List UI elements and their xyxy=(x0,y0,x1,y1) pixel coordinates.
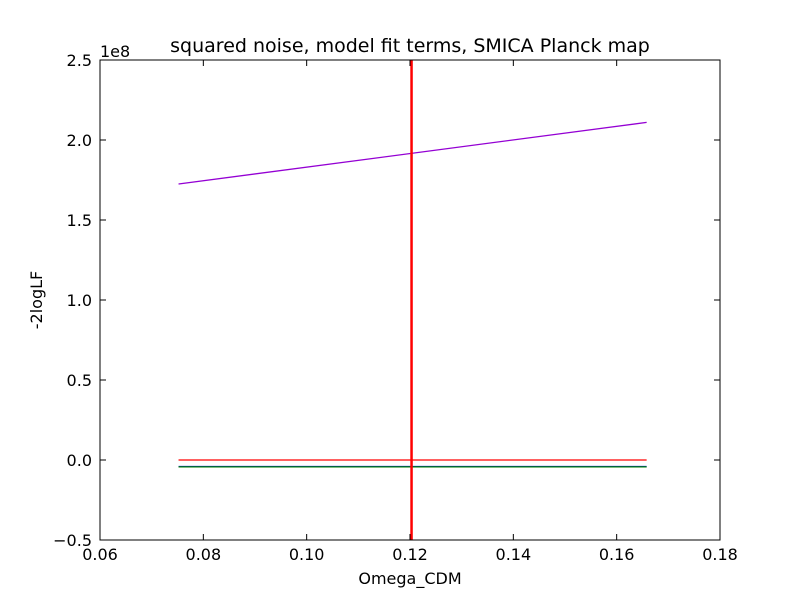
y-offset-label: 1e8 xyxy=(100,42,130,61)
y-tick-label: 1.0 xyxy=(67,291,92,310)
x-tick-label: 0.14 xyxy=(496,545,532,564)
chart-title: squared noise, model fit terms, SMICA Pl… xyxy=(170,35,650,57)
y-axis-label: -2logLF xyxy=(27,271,46,329)
y-tick-label: −0.5 xyxy=(53,531,92,550)
y-tick-label: 0.0 xyxy=(67,451,92,470)
y-tick-label: 1.5 xyxy=(67,211,92,230)
y-tick-label: 2.5 xyxy=(67,51,92,70)
x-tick-label: 0.16 xyxy=(599,545,635,564)
x-tick-label: 0.08 xyxy=(186,545,222,564)
y-tick-label: 0.5 xyxy=(67,371,92,390)
x-tick-label: 0.06 xyxy=(82,545,118,564)
x-tick-label: 0.10 xyxy=(289,545,325,564)
x-tick-label: 0.12 xyxy=(392,545,428,564)
plot-frame xyxy=(99,59,721,541)
x-tick-label: 0.18 xyxy=(702,545,738,564)
x-axis-label: Omega_CDM xyxy=(358,569,461,589)
y-tick-label: 2.0 xyxy=(67,131,92,150)
